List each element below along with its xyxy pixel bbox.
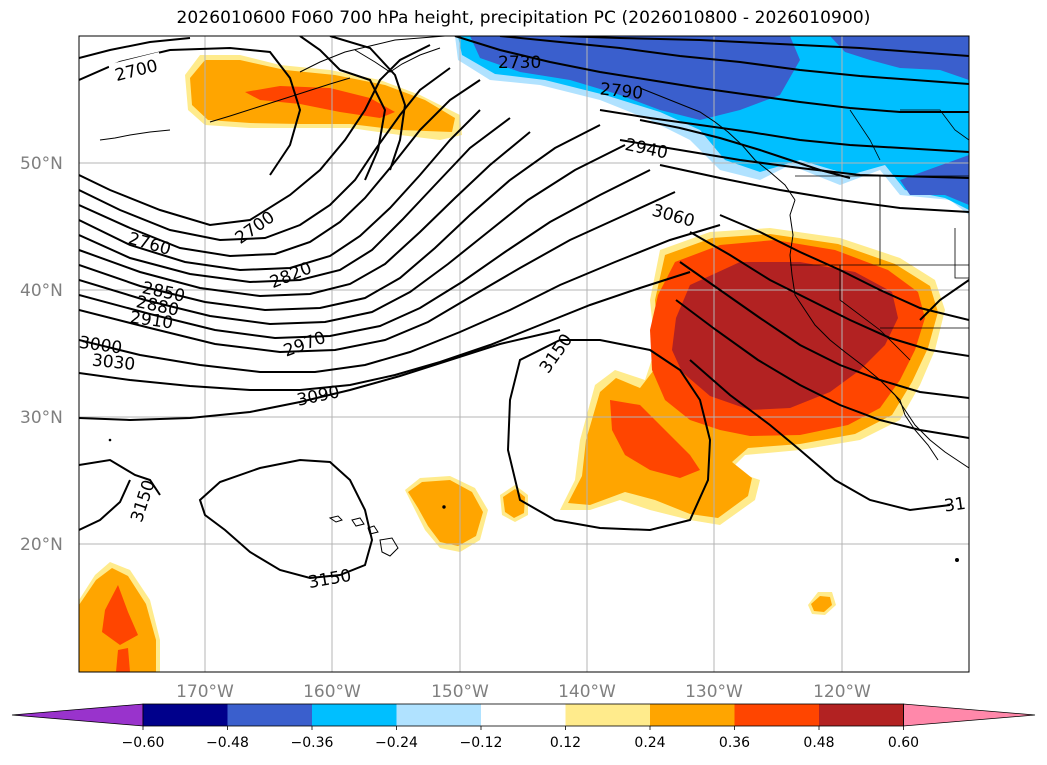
graticule — [79, 36, 969, 672]
colorbar-tick-label: 0.36 — [719, 735, 750, 751]
colorbar-extend-low — [11, 703, 144, 727]
map-area: 2700 2730 2790 2940 3060 2700 2760 2820 … — [79, 36, 969, 672]
lat-label-20n: 20°N — [20, 535, 63, 555]
lon-label-160w: 160°W — [303, 682, 361, 702]
longitude-labels: 170°W 160°W 150°W 140°W 130°W 120°W — [176, 682, 871, 702]
colorbar-segment — [312, 704, 397, 726]
colorbar-segment — [481, 704, 566, 726]
colorbar-tick-label: −0.48 — [206, 735, 249, 751]
contour-label: 3030 — [91, 351, 136, 375]
colorbar-segment — [650, 704, 735, 726]
colorbar-segment — [819, 704, 904, 726]
colorbar-frame — [142, 703, 904, 727]
colorbar-tick-label: −0.36 — [291, 735, 334, 751]
lon-label-130w: 130°W — [685, 682, 743, 702]
colorbar-extend-high — [903, 703, 1036, 727]
colorbar-tick-label: −0.60 — [122, 735, 165, 751]
lat-label-50n: 50°N — [20, 154, 63, 174]
lon-label-150w: 150°W — [431, 682, 489, 702]
map-frame — [78, 35, 970, 673]
coastlines — [99, 36, 969, 562]
lat-label-30n: 30°N — [20, 408, 63, 428]
colorbar-tick-label: −0.12 — [460, 735, 503, 751]
height-contours — [79, 36, 969, 580]
colorbar-segment — [227, 704, 313, 726]
colorbar: −0.60 −0.48 −0.36 −0.24 −0.12 0.12 0.24 0.36 0.4… — [11, 703, 1036, 751]
lon-label-170w: 170°W — [176, 682, 234, 702]
latitude-labels: 50°N 40°N 30°N 20°N — [20, 154, 63, 555]
contour-label: 2730 — [498, 53, 541, 73]
contour-label: 2790 — [599, 79, 644, 103]
contour-label: 31 — [943, 494, 967, 517]
colorbar-tick-label: 0.24 — [634, 735, 665, 751]
lon-label-120w: 120°W — [813, 682, 871, 702]
colorbar-segment — [396, 704, 482, 726]
lon-label-140w: 140°W — [558, 682, 616, 702]
colorbar-tick-label: 0.48 — [803, 735, 834, 751]
lat-label-40n: 40°N — [20, 281, 63, 301]
map-title: 2026010600 F060 700 hPa height, precipit… — [176, 8, 871, 28]
colorbar-segment — [734, 704, 820, 726]
colorbar-tick-label: 0.12 — [550, 735, 581, 751]
colorbar-tick-label: −0.24 — [375, 735, 418, 751]
colorbar-segment — [565, 704, 651, 726]
colorbar-segment — [143, 704, 228, 726]
colorbar-tick-label: 0.60 — [888, 735, 919, 751]
